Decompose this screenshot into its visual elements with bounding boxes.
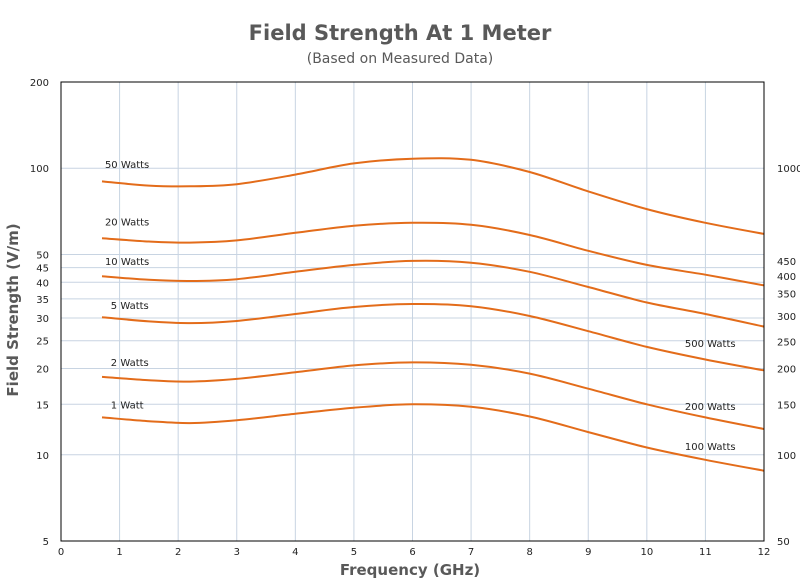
y-tick-label-left: 40 bbox=[36, 278, 49, 289]
series-line bbox=[101, 302, 765, 372]
series-label: 20 Watts bbox=[105, 218, 149, 229]
x-tick-label: 4 bbox=[292, 547, 298, 558]
x-tick-label: 1 bbox=[116, 547, 122, 558]
y-tick-label-right: 100 bbox=[777, 451, 796, 462]
x-tick-label: 5 bbox=[351, 547, 357, 558]
chart-title: Field Strength At 1 Meter bbox=[249, 21, 552, 45]
y-tick-label-right: 1000 bbox=[777, 164, 800, 175]
series-label: 50 Watts bbox=[105, 160, 149, 171]
y-tick-label-left: 15 bbox=[36, 400, 49, 411]
y-tick-label-right: 200 bbox=[777, 365, 796, 376]
series-label: 5 Watts bbox=[111, 301, 149, 312]
watt-annotation: 100 Watts bbox=[685, 442, 736, 453]
x-tick-label: 6 bbox=[409, 547, 415, 558]
y-tick-label-left: 25 bbox=[36, 337, 49, 348]
y-tick-label-left: 20 bbox=[36, 365, 49, 376]
x-tick-label: 12 bbox=[758, 547, 771, 558]
y-tick-label-right: 150 bbox=[777, 400, 796, 411]
y-tick-label-right: 50 bbox=[777, 537, 790, 548]
y-tick-label-left: 30 bbox=[36, 314, 49, 325]
y-tick-label-right: 350 bbox=[777, 290, 796, 301]
series-line bbox=[101, 259, 765, 328]
series-labels: 50 Watts 20 Watts 10 Watts 5 Watts 2 Watts 1 … bbox=[105, 160, 736, 453]
tick-labels: 0 1 2 3 4 5 6 7 8 9 10 11 12200100504540353025201510… bbox=[30, 78, 800, 558]
series-line bbox=[101, 361, 765, 430]
y-tick-label-left: 10 bbox=[36, 451, 49, 462]
series-curves bbox=[101, 157, 765, 472]
series-label: 10 Watts bbox=[105, 257, 149, 268]
watt-annotation: 500 Watts bbox=[685, 339, 736, 350]
x-tick-label: 9 bbox=[585, 547, 591, 558]
x-tick-label: 11 bbox=[699, 547, 712, 558]
y-tick-label-right: 400 bbox=[777, 272, 796, 283]
y-tick-label-right: 450 bbox=[777, 257, 796, 268]
y-tick-label-left: 5 bbox=[43, 537, 49, 548]
y-tick-label-left: 100 bbox=[30, 164, 49, 175]
x-tick-label: 0 bbox=[58, 547, 64, 558]
x-tick-label: 2 bbox=[175, 547, 181, 558]
series-label: 2 Watts bbox=[111, 358, 149, 369]
x-tick-label: 8 bbox=[526, 547, 532, 558]
y-tick-label-left: 200 bbox=[30, 78, 49, 89]
plot-frame bbox=[60, 81, 765, 542]
y-tick-label-left: 45 bbox=[36, 264, 49, 275]
grid-lines bbox=[60, 81, 765, 542]
x-tick-label: 7 bbox=[468, 547, 474, 558]
y-tick-label-right: 300 bbox=[777, 312, 796, 323]
watt-annotation: 200 Watts bbox=[685, 402, 736, 413]
y-tick-label-right: 250 bbox=[777, 338, 796, 349]
x-tick-label: 10 bbox=[640, 547, 653, 558]
y-axis-title: Field Strength (V/m) bbox=[4, 223, 22, 396]
x-axis-title: Frequency (GHz) bbox=[340, 561, 480, 579]
series-line bbox=[101, 221, 765, 287]
x-tick-label: 3 bbox=[234, 547, 240, 558]
chart-subtitle: (Based on Measured Data) bbox=[307, 51, 494, 67]
y-tick-label-left: 35 bbox=[36, 295, 49, 306]
series-line bbox=[101, 157, 765, 235]
y-tick-label-left: 50 bbox=[36, 250, 49, 261]
series-label: 1 Watt bbox=[111, 401, 144, 412]
series-line bbox=[101, 403, 765, 472]
